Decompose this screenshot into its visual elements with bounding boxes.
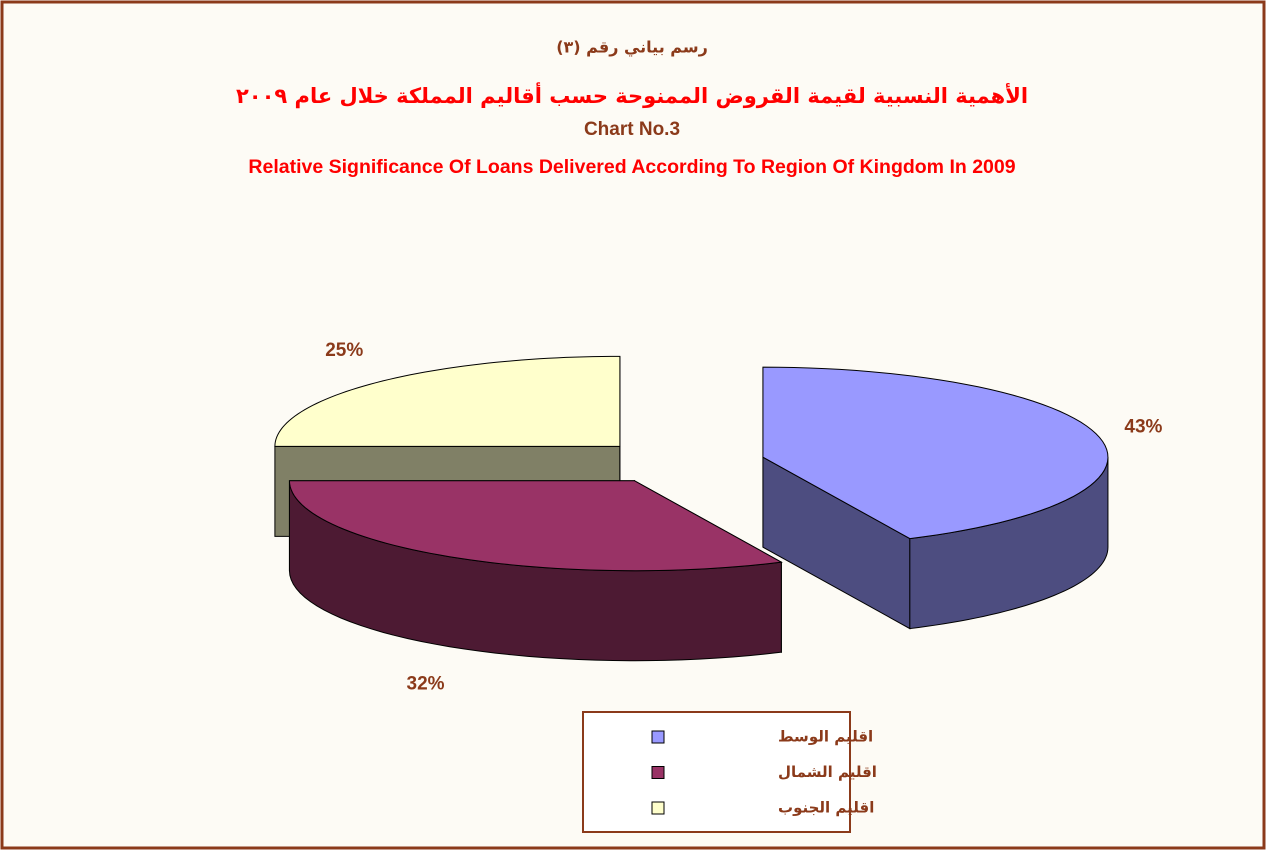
legend-label: اقليم الشمال xyxy=(778,763,877,781)
chart-title: Chart No.3 xyxy=(584,119,680,140)
legend-label: اقليم الجنوب xyxy=(778,799,874,817)
legend-swatch xyxy=(651,801,665,815)
legend-label: اقليم الوسط xyxy=(778,728,873,746)
slice xyxy=(274,355,621,447)
chart-title: الأهمية النسبية لقيمة القروض الممنوحة حس… xyxy=(236,81,1028,108)
chart-title: رسم بياني رقم (٣) xyxy=(556,38,708,58)
chart-title: Relative Significance Of Loans Delivered… xyxy=(248,156,1015,178)
legend-swatch xyxy=(651,730,665,744)
legend-swatch xyxy=(651,766,665,779)
slice xyxy=(762,366,1109,540)
data-label: 32% xyxy=(407,674,445,695)
data-label: 43% xyxy=(1124,417,1162,438)
legend-box xyxy=(582,711,851,833)
slice xyxy=(288,480,783,572)
data-label: 25% xyxy=(325,340,363,361)
